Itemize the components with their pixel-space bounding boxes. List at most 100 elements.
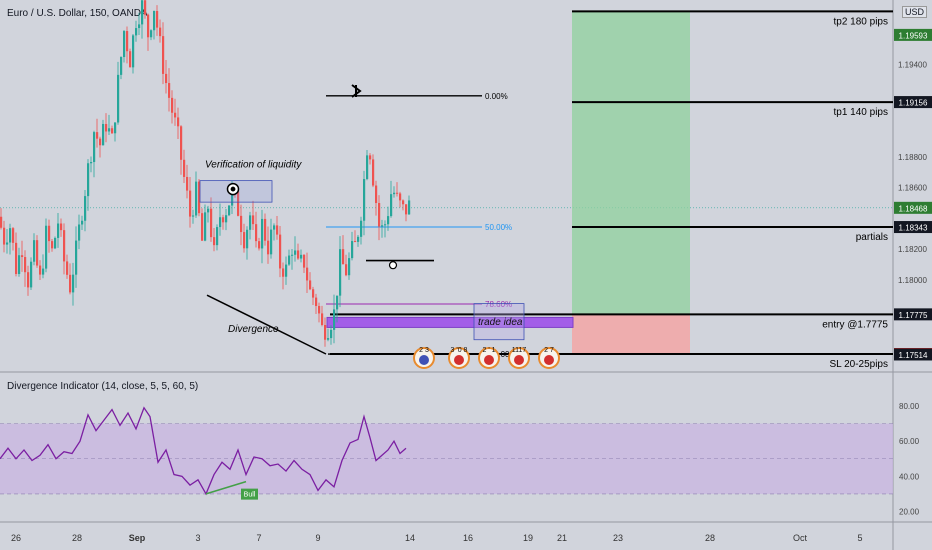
candle-body[interactable] xyxy=(216,227,219,246)
candle-body[interactable] xyxy=(144,0,147,15)
candle-body[interactable] xyxy=(123,31,126,58)
candle-body[interactable] xyxy=(309,280,312,290)
candle-body[interactable] xyxy=(63,230,66,262)
candle-body[interactable] xyxy=(228,205,231,216)
candle-body[interactable] xyxy=(18,255,21,274)
currency-label[interactable]: USD xyxy=(902,6,928,18)
candle-body[interactable] xyxy=(381,225,384,227)
candle-body[interactable] xyxy=(372,159,375,186)
candle-body[interactable] xyxy=(351,241,354,259)
candle-body[interactable] xyxy=(375,185,378,204)
candle-body[interactable] xyxy=(324,325,327,340)
candle-body[interactable] xyxy=(153,10,156,31)
candle-body[interactable] xyxy=(165,73,168,84)
candle-body[interactable] xyxy=(276,225,279,235)
candle-body[interactable] xyxy=(21,255,24,258)
candle-body[interactable] xyxy=(384,224,387,226)
candle-body[interactable] xyxy=(390,194,393,217)
candle-body[interactable] xyxy=(399,193,402,201)
candle-body[interactable] xyxy=(222,217,225,223)
candle-body[interactable] xyxy=(201,213,204,241)
candle-body[interactable] xyxy=(30,261,33,288)
candle-body[interactable] xyxy=(225,215,228,223)
candle-body[interactable] xyxy=(285,264,288,277)
candle-body[interactable] xyxy=(138,24,141,29)
candle-body[interactable] xyxy=(261,218,264,249)
candle-body[interactable] xyxy=(318,305,321,314)
candle-body[interactable] xyxy=(330,329,333,339)
candle-body[interactable] xyxy=(36,240,39,266)
candle-body[interactable] xyxy=(387,216,390,225)
candle-body[interactable] xyxy=(96,132,99,139)
candle-body[interactable] xyxy=(267,240,270,255)
candle-body[interactable] xyxy=(279,234,282,269)
candle-body[interactable] xyxy=(336,295,339,310)
candle-body[interactable] xyxy=(408,200,411,215)
candle-body[interactable] xyxy=(87,163,90,197)
candle-body[interactable] xyxy=(246,229,249,249)
candle-body[interactable] xyxy=(177,117,180,127)
candle-body[interactable] xyxy=(150,30,153,38)
candle-body[interactable] xyxy=(78,224,81,241)
candle-body[interactable] xyxy=(132,35,135,68)
candle-body[interactable] xyxy=(219,217,222,228)
candle-body[interactable] xyxy=(129,51,132,68)
candle-body[interactable] xyxy=(297,250,300,259)
candle-body[interactable] xyxy=(99,138,102,146)
candle-body[interactable] xyxy=(360,220,363,237)
candle-body[interactable] xyxy=(231,187,234,206)
candle-body[interactable] xyxy=(135,28,138,36)
candle-body[interactable] xyxy=(312,289,315,298)
candle-body[interactable] xyxy=(39,265,42,275)
candle-body[interactable] xyxy=(189,190,192,217)
candle-body[interactable] xyxy=(174,112,177,118)
candle-body[interactable] xyxy=(303,254,306,268)
candle-body[interactable] xyxy=(33,240,36,262)
candle-body[interactable] xyxy=(345,264,348,276)
candle-body[interactable] xyxy=(0,216,3,228)
candle-body[interactable] xyxy=(183,159,186,177)
candle-body[interactable] xyxy=(105,123,108,132)
candle-body[interactable] xyxy=(81,220,84,225)
event-badge[interactable]: 2 ' 1 xyxy=(478,347,500,369)
candle-body[interactable] xyxy=(282,268,285,277)
candle-body[interactable] xyxy=(369,155,372,160)
candle-body[interactable] xyxy=(15,242,18,274)
candle-body[interactable] xyxy=(210,208,213,238)
candle-body[interactable] xyxy=(273,225,276,230)
entry-box[interactable] xyxy=(326,316,574,328)
candle-body[interactable] xyxy=(27,272,30,288)
candle-body[interactable] xyxy=(141,0,144,25)
candle-body[interactable] xyxy=(327,338,330,340)
candle-body[interactable] xyxy=(168,83,171,98)
candle-body[interactable] xyxy=(252,215,255,225)
candle-body[interactable] xyxy=(3,227,6,245)
candle-body[interactable] xyxy=(162,36,165,74)
event-badge[interactable]: 2 7 xyxy=(538,347,560,369)
candle-body[interactable] xyxy=(300,254,303,259)
candle-body[interactable] xyxy=(111,128,114,134)
candle-body[interactable] xyxy=(117,74,120,123)
candle-body[interactable] xyxy=(258,241,261,249)
candle-body[interactable] xyxy=(156,10,159,28)
candle-body[interactable] xyxy=(93,132,96,163)
candle-body[interactable] xyxy=(306,267,309,281)
candle-body[interactable] xyxy=(294,250,297,255)
candle-body[interactable] xyxy=(195,181,198,216)
candle-body[interactable] xyxy=(147,14,150,38)
candle-body[interactable] xyxy=(66,261,69,275)
loss-zone[interactable] xyxy=(572,314,690,355)
candle-body[interactable] xyxy=(405,204,408,215)
candle-body[interactable] xyxy=(270,229,273,255)
candle-body[interactable] xyxy=(84,196,87,221)
candle-body[interactable] xyxy=(54,237,57,249)
candle-body[interactable] xyxy=(198,181,201,214)
candle-body[interactable] xyxy=(120,57,123,75)
candle-body[interactable] xyxy=(159,27,162,37)
candle-body[interactable] xyxy=(255,224,258,242)
candle-body[interactable] xyxy=(180,126,183,160)
candle-body[interactable] xyxy=(51,241,54,249)
candle-body[interactable] xyxy=(57,223,60,238)
